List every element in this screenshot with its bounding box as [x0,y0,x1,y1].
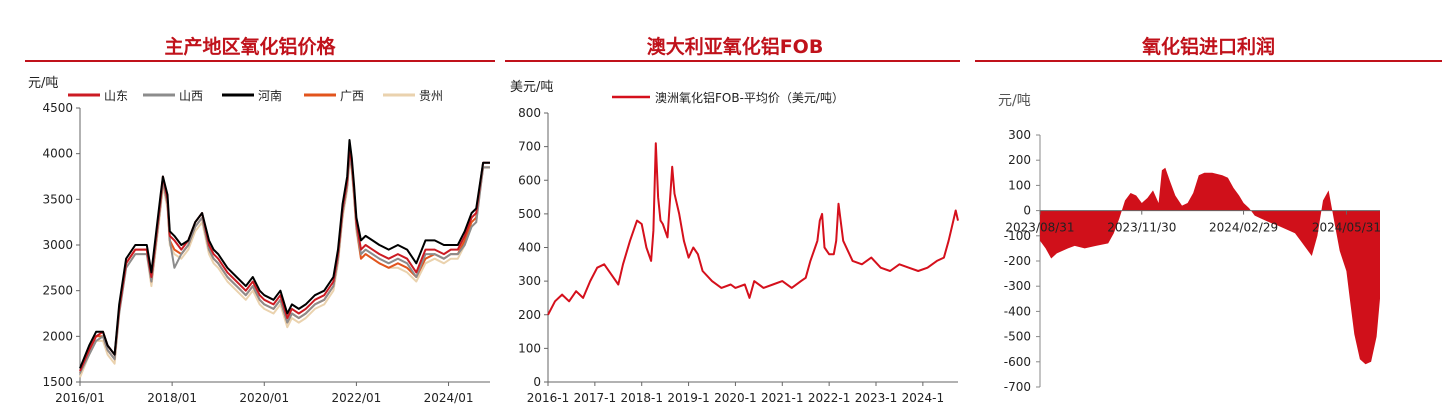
y-tick-label: 500 [518,207,541,221]
y-axis-unit: 美元/吨 [510,80,553,95]
legend-label: 广西 [340,89,364,103]
title-divider [505,60,960,62]
y-tick-label: 200 [518,308,541,322]
x-tick-label: 2020-1 [714,391,757,405]
x-tick-label: 2024/05/31 [1312,221,1381,235]
chart-panel-import-profit: 氧化铝进口利润 -700 -600 -500 -400 -300 -200 -100 0 100… [970,0,1447,419]
y-tick-label: 700 [518,140,541,154]
x-tick-label: 2018-1 [620,391,663,405]
x-tick-label: 2021-1 [761,391,804,405]
legend-label: 贵州 [419,89,443,103]
chart-title: 澳大利亚氧化铝FOB [646,36,824,58]
chart-title: 主产地区氧化铝价格 [164,36,336,58]
title-divider [975,60,1442,62]
series-area-profit [1040,167,1380,365]
legend-label: 山东 [104,89,128,103]
y-tick-label: 800 [518,106,541,120]
x-tick-label: 2018/01 [147,391,197,405]
chart-svg-alumina-price: 1500 2000 2500 3000 3500 4000 4500 2016/01 2018/… [28,76,490,405]
x-tick-label: 2016/01 [55,391,105,405]
y-tick-label: 4500 [42,101,73,115]
y-tick-label: 300 [518,274,541,288]
x-tick-label: 2020/01 [239,391,289,405]
legend-label: 山西 [179,89,203,103]
legend-label: 澳洲氧化铝FOB-平均价（美元/吨） [655,90,844,105]
chart-svg-import-profit: -700 -600 -500 -400 -300 -200 -100 0 100 200 300 元/… [998,93,1381,394]
x-tick-label: 2024/01 [424,391,474,405]
y-tick-label: 100 [518,341,541,355]
chart-title: 氧化铝进口利润 [1141,36,1275,58]
y-tick-label: -500 [1004,330,1031,344]
y-tick-label: -100 [1004,229,1031,243]
y-axis-unit: 元/吨 [998,93,1031,109]
x-tick-label: 2024/02/29 [1209,221,1278,235]
y-tick-label: -600 [1004,355,1031,369]
y-tick-label: 600 [518,173,541,187]
y-tick-label: 400 [518,241,541,255]
x-tick-label: 2023/08/31 [1005,221,1074,235]
y-tick-label: 200 [1008,153,1031,167]
series-line-shandong [79,148,490,372]
y-tick-label: 3500 [42,192,73,206]
x-tick-label: 2016-1 [527,391,570,405]
y-axis-unit: 元/吨 [28,76,58,91]
x-tick-label: 2023/11/30 [1107,221,1176,235]
y-tick-label: 3000 [42,238,73,252]
y-tick-label: -700 [1004,380,1031,394]
y-tick-label: 100 [1008,178,1031,192]
y-tick-label: 0 [1023,204,1031,218]
x-tick-label: 2019-1 [667,391,710,405]
x-tick-label: 2017-1 [574,391,617,405]
series-line-guangxi [79,152,490,374]
x-tick-label: 2023-1 [855,391,898,405]
y-tick-label: 2500 [42,284,73,298]
series-line-shanxi [79,157,490,374]
y-tick-label: 2000 [42,329,73,343]
x-tick-label: 2024-1 [902,391,945,405]
chart-panel-alumina-price: 主产地区氧化铝价格 1500 2000 2500 3000 3500 4000 4500 20… [0,0,500,419]
y-tick-label: -400 [1004,304,1031,318]
series-line-guizhou [79,157,490,378]
y-tick-label: -300 [1004,279,1031,293]
y-tick-label: -200 [1004,254,1031,268]
legend-label: 河南 [258,88,282,103]
y-tick-label: 300 [1008,128,1031,142]
y-tick-label: 1500 [42,375,73,389]
y-tick-label: 0 [533,375,541,389]
x-tick-label: 2022/01 [331,391,381,405]
chart-panel-australia-fob: 澳大利亚氧化铝FOB 0 100 200 300 400 500 600 700 800 2016… [500,0,970,419]
title-divider [25,60,495,62]
series-line-henan [79,139,490,369]
series-line-fob [547,142,959,316]
x-tick-label: 2022-1 [808,391,851,405]
y-tick-label: 4000 [42,147,73,161]
